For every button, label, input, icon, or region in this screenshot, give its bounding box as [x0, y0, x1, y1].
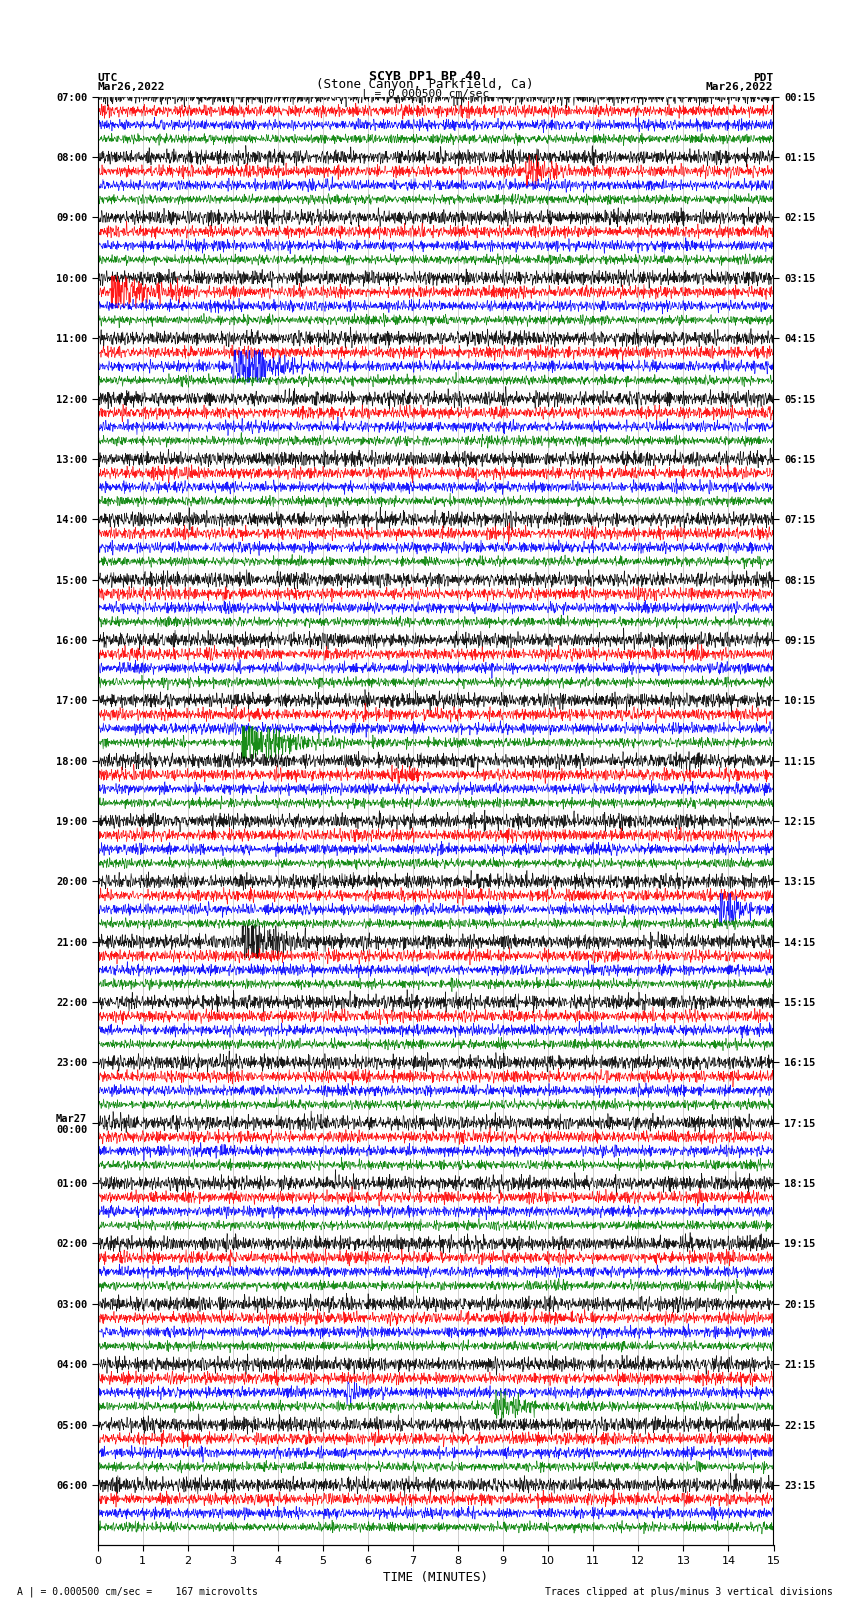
Text: UTC: UTC — [98, 73, 118, 84]
Text: Mar26,2022: Mar26,2022 — [706, 82, 774, 92]
X-axis label: TIME (MINUTES): TIME (MINUTES) — [383, 1571, 488, 1584]
Text: Mar26,2022: Mar26,2022 — [98, 82, 165, 92]
Text: SCYB DP1 BP 40: SCYB DP1 BP 40 — [369, 69, 481, 84]
Text: (Stone Canyon, Parkfield, Ca): (Stone Canyon, Parkfield, Ca) — [316, 77, 534, 90]
Text: A | = 0.000500 cm/sec =    167 microvolts: A | = 0.000500 cm/sec = 167 microvolts — [17, 1586, 258, 1597]
Text: Traces clipped at plus/minus 3 vertical divisions: Traces clipped at plus/minus 3 vertical … — [545, 1587, 833, 1597]
Text: | = 0.000500 cm/sec: | = 0.000500 cm/sec — [361, 89, 489, 100]
Text: PDT: PDT — [753, 73, 774, 84]
